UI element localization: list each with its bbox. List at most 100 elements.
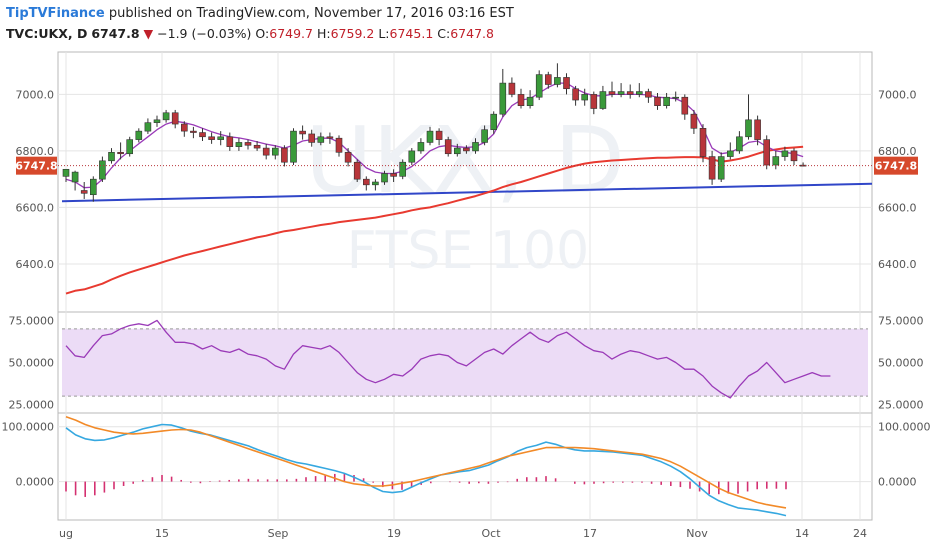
y-tick-label-right: 6800.0 — [878, 145, 917, 158]
down-arrow-icon: ▼ — [143, 26, 154, 41]
last-price-text-left: 6747.8 — [15, 160, 57, 173]
candle — [71, 170, 79, 191]
close-value: 6747.8 — [450, 26, 494, 41]
pane-frame-price — [57, 51, 873, 313]
candle-body — [463, 147, 470, 152]
candle-body — [271, 147, 279, 156]
candle — [472, 138, 479, 154]
candle-body — [372, 181, 379, 186]
candle-body — [190, 130, 197, 133]
candle — [208, 132, 215, 144]
candle-body — [90, 178, 97, 196]
candle-body — [799, 164, 807, 167]
candle-body — [763, 139, 771, 166]
sma-long-line — [65, 145, 804, 295]
candle — [481, 125, 488, 146]
candle-body — [563, 77, 570, 90]
candle-body — [608, 91, 616, 95]
candle-body — [117, 152, 124, 155]
candle-body — [472, 142, 479, 152]
candle — [390, 169, 397, 182]
candle-body — [408, 150, 416, 163]
candle — [690, 109, 698, 134]
candle — [635, 83, 643, 98]
last-price-badge-right — [874, 156, 918, 175]
candle — [554, 63, 561, 88]
candle-body — [645, 91, 652, 98]
candle — [435, 128, 443, 146]
candle — [281, 145, 288, 167]
candle — [745, 94, 752, 140]
candle — [144, 118, 152, 134]
y-tick-label-left: 7000.0 — [16, 88, 55, 101]
candle-body — [171, 112, 179, 125]
candle-body — [244, 142, 252, 146]
candle — [626, 84, 634, 99]
candle — [181, 121, 188, 137]
candle-body — [790, 150, 798, 162]
macd-tick-left: 0.0000 — [16, 476, 55, 489]
ema-short-line — [65, 82, 804, 189]
y-tick-label-right: 6400.0 — [878, 258, 917, 271]
candle-body — [71, 171, 79, 183]
candle — [153, 115, 161, 127]
low-label: L: — [378, 26, 390, 41]
candle — [544, 71, 552, 89]
candle-body — [745, 119, 752, 138]
candle-body — [708, 156, 716, 180]
open-value: 6749.7 — [269, 26, 313, 41]
candle-body — [781, 150, 789, 157]
candle-body — [80, 190, 88, 194]
candle-body — [535, 74, 543, 98]
rsi-band — [62, 328, 868, 397]
candle — [335, 135, 343, 157]
candle — [645, 88, 652, 103]
candle-body — [353, 161, 361, 180]
candle — [790, 148, 798, 166]
candle — [426, 126, 434, 146]
candle — [290, 128, 297, 166]
last-price: 6747.8 — [91, 26, 140, 41]
candle-body — [554, 77, 561, 85]
candle — [699, 124, 707, 163]
candle — [781, 146, 789, 161]
candle-body — [226, 136, 234, 147]
candle-body — [262, 147, 270, 156]
symbol-label[interactable]: TVC:UKX, D — [6, 26, 88, 41]
candle-body — [508, 82, 516, 95]
ohlc-line: TVC:UKX, D 6747.8 ▼ −1.9 (−0.03%) O:6749… — [6, 26, 494, 41]
candle-body — [481, 129, 488, 143]
candle-body — [344, 152, 352, 163]
candle — [199, 128, 206, 142]
candle-body — [281, 147, 288, 163]
rsi-tick-right: 75.0000 — [878, 314, 924, 327]
low-value: 6745.1 — [389, 26, 434, 41]
candle-body — [253, 144, 261, 149]
open-label: O: — [255, 26, 270, 41]
candle — [90, 176, 97, 202]
candle-body — [390, 173, 397, 177]
candle — [617, 83, 625, 98]
candle-body — [517, 94, 525, 106]
rsi-tick-left: 25.0000 — [9, 399, 55, 412]
candle-body — [326, 136, 334, 139]
candle-body — [199, 132, 206, 138]
candle — [226, 132, 234, 151]
candle — [217, 131, 224, 146]
signal-line — [65, 416, 787, 509]
candle-body — [426, 130, 434, 143]
candle-body — [381, 173, 388, 183]
candle — [353, 159, 361, 182]
candle-body — [572, 88, 579, 101]
candle-body — [99, 160, 106, 180]
publisher-link[interactable]: TipTVFinance — [6, 6, 105, 21]
candle — [344, 148, 352, 167]
x-tick-label: Oct — [481, 527, 501, 540]
last-price-badge-left — [16, 156, 57, 175]
candle — [271, 145, 279, 160]
candle-body — [126, 139, 133, 155]
candle-body — [417, 142, 425, 152]
candle-body — [626, 91, 634, 95]
candle — [581, 88, 589, 106]
